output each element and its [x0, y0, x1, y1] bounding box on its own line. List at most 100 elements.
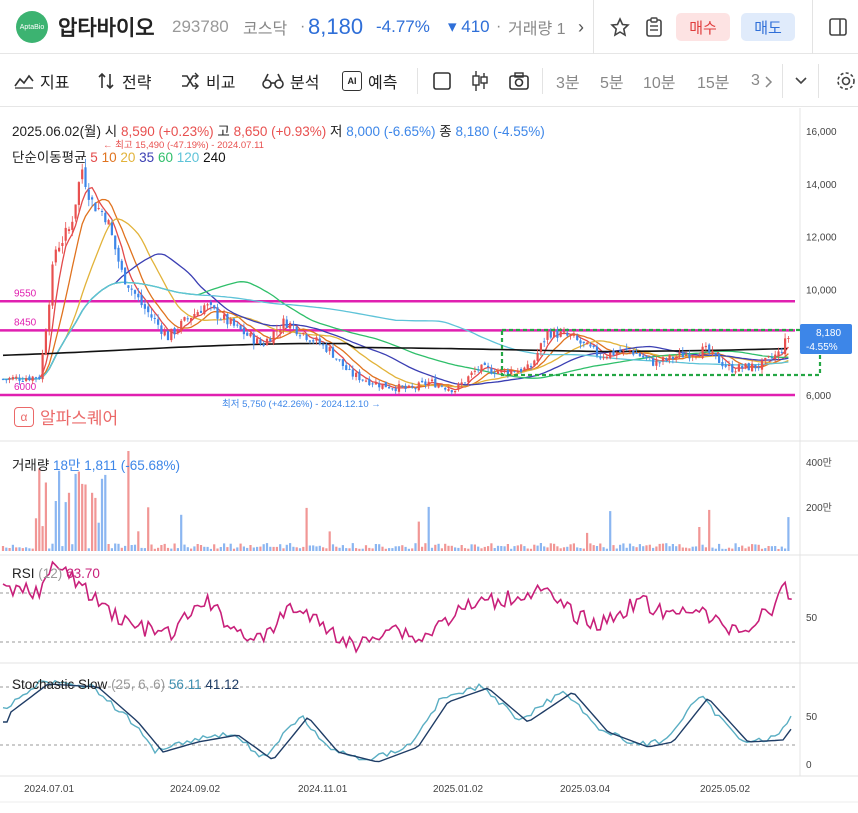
volume-bar: [671, 544, 674, 551]
min-price-note: 최저 5,750 (+42.26%) - 2024.12.10 →: [222, 399, 381, 410]
candle-body: [21, 381, 24, 382]
price-axis-label: 12,000: [806, 233, 837, 244]
candle-body: [236, 324, 239, 326]
sidebar-toggle-icon[interactable]: [828, 17, 848, 37]
volume-bar: [196, 544, 199, 551]
candle-body: [252, 333, 255, 345]
volume-bar: [658, 543, 661, 551]
volume-bar: [576, 547, 579, 551]
candle-body: [619, 350, 622, 353]
volume-bar: [734, 543, 737, 551]
candle-body: [97, 208, 100, 209]
volume-bar: [470, 544, 473, 551]
volume-bar: [559, 548, 562, 551]
period-3min[interactable]: 3분: [556, 74, 580, 92]
candle-body: [681, 352, 684, 358]
volume-bar: [193, 546, 196, 551]
square-draw-icon[interactable]: [432, 71, 452, 91]
date-axis-label: 2024.11.01: [298, 784, 348, 795]
candle-body: [737, 364, 740, 372]
candle-body: [120, 260, 123, 270]
shuffle-icon: [182, 72, 199, 89]
candle-body: [661, 357, 665, 362]
volume-bar: [94, 497, 97, 551]
volume-bar: [562, 547, 566, 551]
period-5min[interactable]: 5분: [600, 74, 624, 92]
predict-button[interactable]: AI 예측: [342, 54, 397, 107]
candle-body: [265, 338, 269, 346]
strategy-button[interactable]: 전략: [96, 54, 151, 107]
stoch-params: (25, 6, 6): [111, 677, 166, 692]
sell-button[interactable]: 매도: [741, 13, 795, 41]
candle-body: [219, 319, 222, 321]
candle-body: [166, 331, 170, 341]
volume-bar: [256, 546, 259, 551]
binoculars-icon: [262, 73, 284, 89]
volume-bar: [308, 545, 311, 551]
candle-body: [61, 243, 64, 246]
change-amount: ▾ 410: [448, 17, 490, 36]
period-10min[interactable]: 10분: [643, 74, 676, 92]
volume-bar: [529, 548, 533, 551]
volume-bar: [44, 482, 47, 551]
separator-dot-2: ·: [496, 18, 502, 35]
candlestick-icon[interactable]: [470, 69, 490, 93]
horizontal-levels: 9550 8450 6000: [0, 288, 795, 397]
candle-body: [289, 323, 292, 329]
volume-bar: [67, 492, 71, 551]
volume-bar: [269, 546, 272, 551]
volume-bar: [678, 544, 681, 551]
period-15min[interactable]: 15분: [697, 74, 730, 92]
chevron-right-icon[interactable]: ›: [578, 16, 584, 37]
candle-body: [632, 350, 635, 355]
star-icon[interactable]: [610, 17, 630, 37]
candle-body: [411, 386, 414, 388]
candle-body: [28, 376, 31, 381]
candle-body: [536, 352, 539, 361]
volume-bar: [213, 544, 216, 551]
camera-icon[interactable]: [508, 71, 530, 91]
candle-body: [322, 344, 325, 346]
candle-body: [741, 366, 744, 369]
chevron-down-icon[interactable]: [793, 75, 809, 87]
chevron-right-icon[interactable]: [763, 76, 773, 88]
current-price: 8,180: [308, 14, 364, 39]
candle-body: [133, 290, 137, 294]
ma-line-240: [2, 342, 788, 357]
candle-body: [493, 372, 496, 374]
candle-body: [675, 356, 678, 358]
period-more[interactable]: 3: [751, 71, 760, 89]
candle-body: [533, 360, 536, 366]
candle-body: [483, 362, 486, 365]
candle-body: [54, 249, 57, 263]
volume-bar: [397, 546, 401, 551]
volume-bar: [724, 548, 727, 551]
candle-body: [589, 344, 592, 347]
candle-body: [15, 376, 18, 379]
analysis-button[interactable]: 분석: [262, 54, 319, 107]
volume-bar: [404, 546, 407, 551]
date-axis: 2024.07.01 2024.09.02 2024.11.01 2025.01.02…: [24, 784, 750, 795]
level-label: 9550: [14, 288, 37, 299]
clipboard-icon[interactable]: [644, 16, 664, 38]
volume-bar: [8, 548, 11, 551]
volume-bar: [523, 546, 526, 551]
volume-bar: [279, 544, 282, 551]
candle-body: [628, 349, 632, 351]
candle-body: [140, 295, 143, 306]
open-value: 8,590 (+0.23%): [120, 124, 214, 139]
buy-button[interactable]: 매수: [676, 13, 730, 41]
volume-bar: [166, 547, 170, 551]
candle-body: [760, 360, 764, 370]
volume-bar: [97, 522, 100, 551]
price-tag-pct: -4.55%: [806, 342, 838, 353]
compare-button[interactable]: 비교: [180, 54, 235, 107]
close-value: 8,180 (-4.55%): [455, 124, 545, 139]
volume-bar: [777, 549, 780, 551]
candle-body: [190, 318, 193, 321]
indicator-button[interactable]: 지표: [14, 54, 69, 107]
gear-icon[interactable]: [835, 70, 857, 92]
volume-bar: [272, 546, 275, 551]
candle-body: [374, 381, 377, 385]
